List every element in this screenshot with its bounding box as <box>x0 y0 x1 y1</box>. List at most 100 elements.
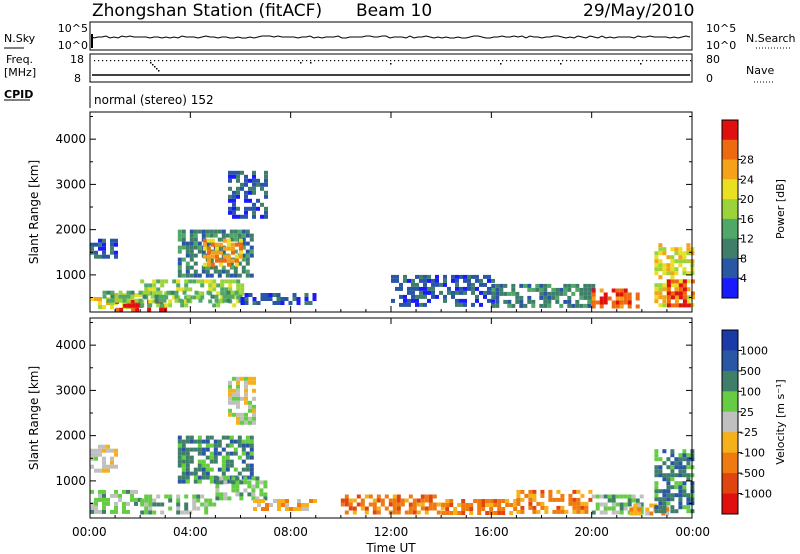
data-cell <box>658 263 663 268</box>
data-cell <box>240 412 244 417</box>
freq-dot <box>342 60 344 62</box>
freq-dot <box>482 60 484 62</box>
data-cell <box>213 443 218 448</box>
data-cell <box>633 503 638 508</box>
data-cell <box>217 269 222 274</box>
data-cell <box>556 497 561 502</box>
data-cell <box>221 463 226 468</box>
data-cell <box>118 497 122 502</box>
freq-dot <box>106 60 108 62</box>
data-cell <box>126 290 131 295</box>
freq-dot <box>114 60 116 62</box>
colorbar-swatch <box>722 432 738 454</box>
data-cell <box>240 297 245 301</box>
data-cell <box>213 265 218 270</box>
data-cell <box>241 467 246 472</box>
freq-dot <box>626 60 628 62</box>
cpid-text: normal (stereo) 152 <box>94 93 214 107</box>
data-cell <box>189 237 194 242</box>
colorbar-tick-label: 1000 <box>740 344 768 357</box>
data-cell <box>455 286 459 291</box>
freq-dot <box>142 60 144 62</box>
data-cell <box>587 291 592 296</box>
data-cell <box>658 295 663 300</box>
data-cell <box>185 253 190 258</box>
data-cell <box>471 290 475 295</box>
data-cell <box>686 279 691 284</box>
data-cell <box>285 499 289 503</box>
colorbar-swatch <box>722 278 738 299</box>
data-cell <box>623 288 628 293</box>
data-cell <box>197 249 202 254</box>
data-cell <box>376 498 381 503</box>
freq-dot <box>130 60 132 62</box>
data-cell <box>400 502 405 507</box>
data-cell <box>670 247 675 252</box>
data-cell <box>674 259 679 264</box>
data-cell <box>197 435 202 440</box>
data-cell <box>511 303 516 308</box>
data-cell <box>396 494 401 499</box>
data-cell <box>90 452 94 457</box>
data-cell <box>623 494 628 499</box>
freq-dot <box>538 60 540 62</box>
data-cell <box>364 494 369 499</box>
data-cell <box>580 493 585 498</box>
data-cell <box>682 465 687 470</box>
data-cell <box>244 301 249 305</box>
data-cell <box>216 303 221 308</box>
data-cell <box>196 506 201 511</box>
data-cell <box>185 459 190 464</box>
colorbar-tick-label: -25 <box>740 426 758 439</box>
data-cell <box>225 443 230 448</box>
data-cell <box>181 455 186 460</box>
data-cell <box>228 388 232 393</box>
data-cell <box>144 506 149 511</box>
data-cell <box>678 473 683 478</box>
data-cell <box>261 499 265 503</box>
freq-dot <box>402 60 404 62</box>
data-cell <box>635 292 640 297</box>
data-cell <box>115 307 120 312</box>
data-cell <box>214 246 219 251</box>
data-cell <box>237 229 242 234</box>
data-cell <box>215 476 220 481</box>
station-title: Zhongshan Station (fitACF) <box>92 1 322 21</box>
data-cell <box>658 267 663 272</box>
freq-dot <box>94 60 96 62</box>
data-cell <box>193 245 198 250</box>
data-cell <box>654 509 659 514</box>
data-cell <box>453 511 458 515</box>
data-cell <box>682 295 687 300</box>
freq-dot <box>526 60 528 62</box>
data-cell <box>237 435 242 440</box>
data-cell <box>603 296 608 301</box>
colorbar-tick-label: 20 <box>740 193 754 206</box>
data-cell <box>520 505 525 510</box>
data-cell <box>236 416 240 421</box>
data-cell <box>678 485 683 490</box>
data-cell <box>180 287 185 292</box>
data-cell <box>272 293 277 297</box>
data-cell <box>678 283 683 288</box>
freq-dot <box>640 63 642 65</box>
data-cell <box>686 509 691 514</box>
colorbar-tick-label: 8 <box>740 252 747 265</box>
data-cell <box>658 497 663 502</box>
data-cell <box>197 439 202 444</box>
freq-dot <box>446 60 448 62</box>
data-cell <box>185 447 190 452</box>
freq-dot <box>154 60 156 62</box>
data-cell <box>532 497 537 502</box>
data-cell <box>678 501 683 506</box>
data-cell <box>227 496 232 501</box>
data-cell <box>172 295 177 300</box>
data-cell <box>198 298 203 303</box>
data-cell <box>110 301 114 305</box>
data-cell <box>106 444 110 449</box>
data-cell <box>244 182 248 187</box>
data-cell <box>90 242 94 247</box>
freq-dot <box>242 60 244 62</box>
freq-dot <box>266 60 268 62</box>
data-cell <box>424 498 429 503</box>
